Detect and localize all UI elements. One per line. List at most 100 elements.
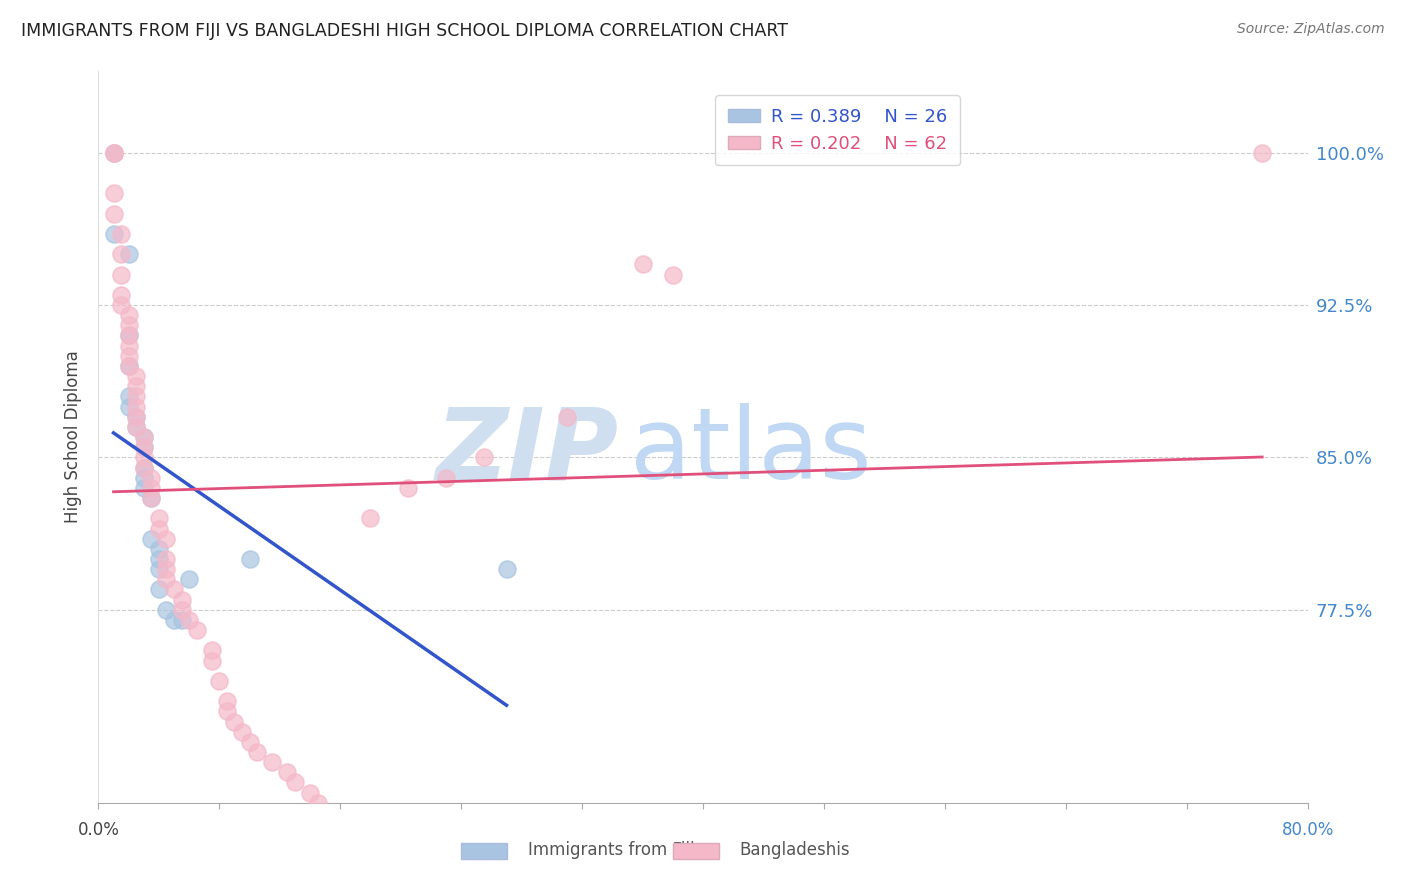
Point <box>125 389 148 403</box>
Point <box>118 389 141 403</box>
Point <box>125 420 148 434</box>
Bar <box>461 843 508 859</box>
Point <box>155 572 177 586</box>
Point <box>125 409 148 424</box>
Point <box>103 227 125 241</box>
Bar <box>672 843 718 859</box>
Point <box>118 359 141 373</box>
Point <box>118 349 141 363</box>
Point <box>246 745 269 759</box>
Point <box>148 541 170 556</box>
Point <box>103 145 125 160</box>
Point <box>661 268 683 282</box>
Point <box>201 643 224 657</box>
Text: IMMIGRANTS FROM FIJI VS BANGLADESHI HIGH SCHOOL DIPLOMA CORRELATION CHART: IMMIGRANTS FROM FIJI VS BANGLADESHI HIGH… <box>21 22 789 40</box>
Point <box>631 257 654 271</box>
Point <box>125 400 148 414</box>
Point <box>215 694 238 708</box>
Point <box>186 623 208 637</box>
Point <box>132 450 155 465</box>
Point <box>132 430 155 444</box>
Point <box>132 430 155 444</box>
Point <box>1251 145 1274 160</box>
Point <box>132 460 155 475</box>
Point <box>231 724 253 739</box>
Point <box>284 775 307 789</box>
Point <box>110 268 132 282</box>
Point <box>239 735 262 749</box>
Text: ZIP: ZIP <box>436 403 619 500</box>
Point <box>360 511 382 525</box>
Point <box>170 603 193 617</box>
Text: Source: ZipAtlas.com: Source: ZipAtlas.com <box>1237 22 1385 37</box>
Text: atlas: atlas <box>630 403 872 500</box>
Point <box>103 145 125 160</box>
Point <box>155 532 177 546</box>
Y-axis label: High School Diploma: High School Diploma <box>65 351 83 524</box>
Point <box>118 328 141 343</box>
Point <box>118 328 141 343</box>
Point <box>110 288 132 302</box>
Point <box>132 460 155 475</box>
Point <box>495 562 517 576</box>
Point <box>163 582 186 597</box>
Point <box>125 409 148 424</box>
Text: Bangladeshis: Bangladeshis <box>740 841 849 859</box>
Point <box>179 572 201 586</box>
Point <box>132 440 155 454</box>
Point <box>118 247 141 261</box>
Text: Immigrants from Fiji: Immigrants from Fiji <box>527 841 695 859</box>
Point <box>110 247 132 261</box>
Point <box>208 673 231 688</box>
Point <box>125 369 148 384</box>
Point <box>201 654 224 668</box>
Point <box>148 522 170 536</box>
Point <box>103 206 125 220</box>
Point <box>276 765 298 780</box>
Point <box>103 145 125 160</box>
Point <box>132 440 155 454</box>
Point <box>125 420 148 434</box>
Point <box>148 582 170 597</box>
Point <box>103 186 125 201</box>
Point <box>299 786 322 800</box>
Point <box>148 511 170 525</box>
Point <box>118 308 141 322</box>
Point <box>179 613 201 627</box>
Point <box>141 471 163 485</box>
Point <box>118 400 141 414</box>
Point <box>170 613 193 627</box>
Point <box>434 471 457 485</box>
Point <box>155 552 177 566</box>
Point <box>396 481 419 495</box>
Point <box>118 359 141 373</box>
Point <box>239 552 262 566</box>
Point <box>155 603 177 617</box>
Point <box>148 552 170 566</box>
Point <box>163 613 186 627</box>
Point <box>155 562 177 576</box>
Point <box>125 379 148 393</box>
Point <box>110 227 132 241</box>
Point <box>141 481 163 495</box>
Text: 0.0%: 0.0% <box>77 821 120 839</box>
Point <box>141 532 163 546</box>
Text: 80.0%: 80.0% <box>1281 821 1334 839</box>
Point <box>118 318 141 333</box>
Point <box>472 450 495 465</box>
Point <box>148 562 170 576</box>
Point <box>170 592 193 607</box>
Point <box>215 705 238 719</box>
Point <box>118 339 141 353</box>
Legend: R = 0.389    N = 26, R = 0.202    N = 62: R = 0.389 N = 26, R = 0.202 N = 62 <box>716 95 960 165</box>
Point <box>132 471 155 485</box>
Point <box>322 805 344 820</box>
Point <box>132 481 155 495</box>
Point <box>224 714 246 729</box>
Point <box>141 491 163 505</box>
Point <box>307 796 329 810</box>
Point <box>110 298 132 312</box>
Point <box>141 491 163 505</box>
Point <box>262 755 284 769</box>
Point <box>555 409 578 424</box>
